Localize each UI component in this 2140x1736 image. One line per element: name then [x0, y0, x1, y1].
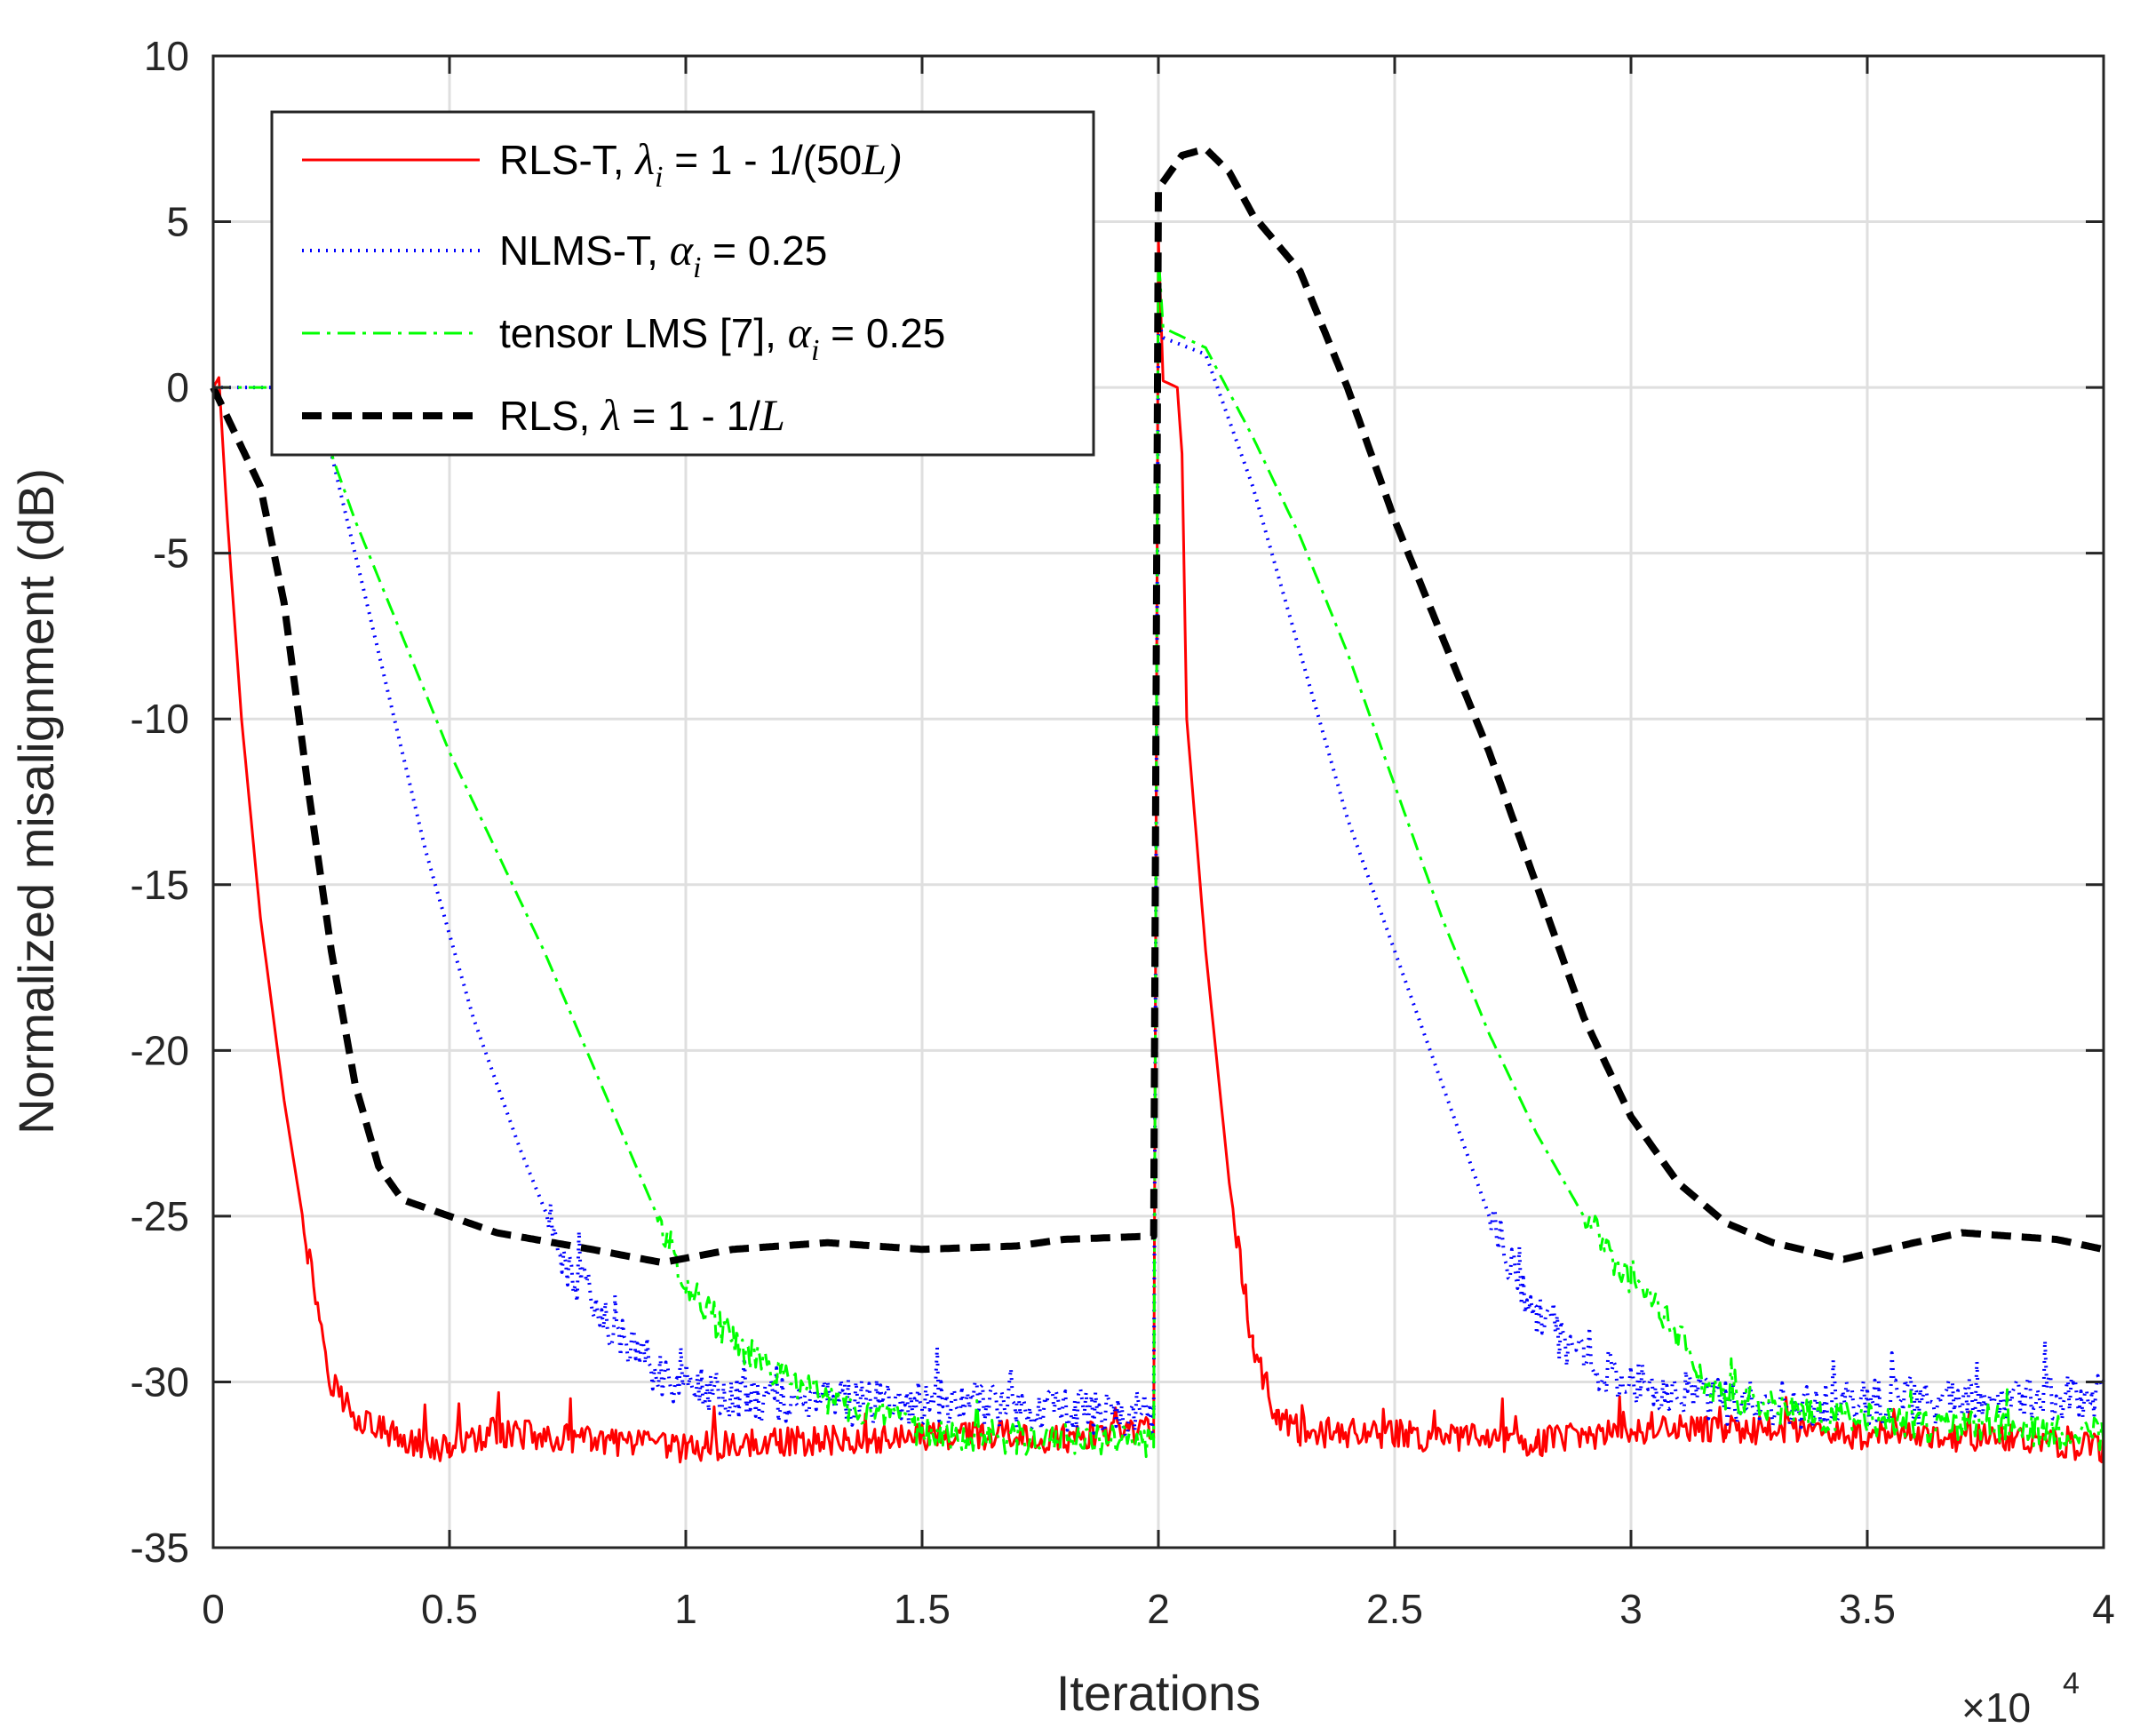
- legend-entries: RLS-T, λi = 1 - 1/(50L) NLMS-T, αi = 0.25…: [302, 134, 945, 440]
- legend-entry: tensor LMS [7], αi = 0.25: [302, 307, 945, 367]
- legend-label: tensor LMS [7], αi = 0.25: [499, 307, 945, 367]
- x-multiplier-base: ×10: [1961, 1684, 2031, 1731]
- x-tick-label: 2: [1147, 1586, 1170, 1632]
- y-tick-label: -30: [131, 1358, 189, 1405]
- y-axis-title: Normalized misalignment (dB): [8, 468, 64, 1135]
- y-tick-labels: 10 5 0 -5 -10 -15 -20 -25 -30 -35: [131, 33, 189, 1571]
- x-axis-title: Iterations: [1056, 1665, 1261, 1721]
- x-multiplier-exponent: 4: [2063, 1667, 2080, 1700]
- series-line-rls: [210, 145, 2105, 1267]
- legend-entry: RLS-T, λi = 1 - 1/(50L): [302, 134, 902, 194]
- y-tick-label: -25: [131, 1193, 189, 1239]
- y-tick-label: -10: [131, 696, 189, 742]
- y-tick-label: 0: [166, 364, 189, 410]
- x-tick-label: 1: [674, 1586, 697, 1632]
- legend-entry: RLS, λ = 1 - 1/L: [302, 390, 785, 440]
- legend-entry: NLMS-T, αi = 0.25: [302, 225, 827, 284]
- x-tick-label: 4: [2092, 1586, 2115, 1632]
- legend-label: RLS-T, λi = 1 - 1/(50L): [499, 134, 902, 194]
- y-tick-label: -35: [131, 1525, 189, 1571]
- x-tick-label: 1.5: [894, 1586, 951, 1632]
- y-tick-label: 5: [166, 199, 189, 245]
- y-tick-label: 10: [144, 33, 189, 79]
- x-tick-label: 0: [202, 1586, 225, 1632]
- legend-box: [270, 110, 1095, 457]
- x-tick-label: 2.5: [1366, 1586, 1423, 1632]
- x-tick-label: 3.5: [1839, 1586, 1896, 1632]
- legend: RLS-T, λi = 1 - 1/(50L) NLMS-T, αi = 0.25…: [270, 110, 1095, 457]
- tick-marks: [211, 54, 2105, 1549]
- x-multiplier: ×10 4: [1961, 1667, 2080, 1731]
- y-tick-label: -5: [153, 530, 189, 577]
- x-tick-labels: 0 0.5 1 1.5 2 2.5 3 3.5 4: [202, 1586, 2115, 1632]
- series-layer: [210, 145, 2105, 1464]
- x-tick-label: 3: [1619, 1586, 1643, 1632]
- legend-label: NLMS-T, αi = 0.25: [499, 225, 827, 284]
- y-tick-label: -15: [131, 862, 189, 908]
- x-tick-label: 0.5: [421, 1586, 478, 1632]
- legend-label: RLS, λ = 1 - 1/L: [499, 390, 785, 440]
- y-tick-label: -20: [131, 1027, 189, 1073]
- series-line-tensor-lms-7: [213, 253, 2105, 1459]
